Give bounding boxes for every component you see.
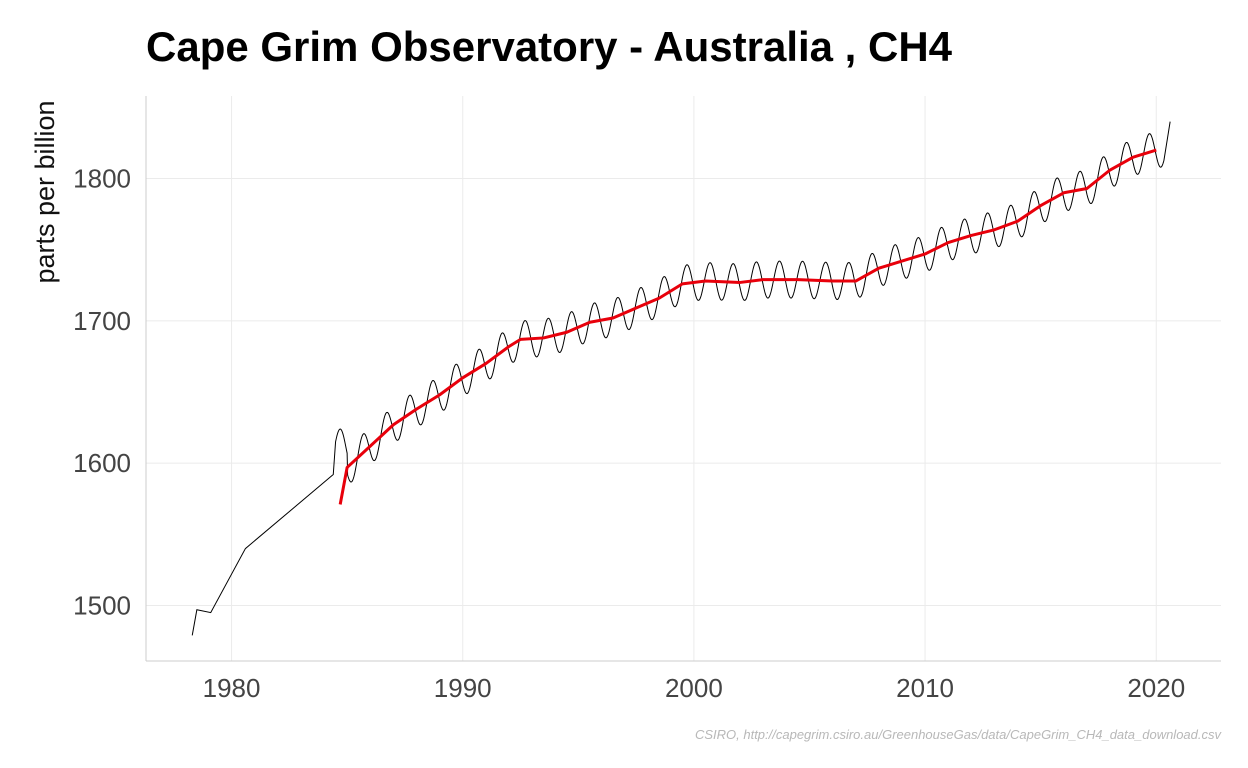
- x-tick-label: 2010: [896, 673, 954, 703]
- y-tick-label: 1800: [73, 164, 131, 194]
- y-tick-label: 1600: [73, 448, 131, 478]
- source-caption: CSIRO, http://capegrim.csiro.au/Greenhou…: [695, 727, 1223, 742]
- axes: [145, 96, 1221, 662]
- tick-labels: 1980 1990 2000 2010 2020 1500 1600 1700 1800: [73, 164, 1185, 703]
- x-tick-label: 2020: [1127, 673, 1185, 703]
- x-tick-label: 1990: [434, 673, 492, 703]
- series-trend-line: [338, 148, 1157, 505]
- y-tick-label: 1500: [73, 590, 131, 620]
- y-tick-label: 1700: [73, 306, 131, 336]
- x-tick-label: 2000: [665, 673, 723, 703]
- series-monthly-line: [191, 121, 1171, 636]
- grid-lines: [146, 96, 1221, 661]
- x-tick-label: 1980: [203, 673, 261, 703]
- series: [191, 121, 1171, 636]
- chart-title: Cape Grim Observatory - Australia , CH4: [146, 23, 953, 70]
- y-axis-label: parts per billion: [30, 100, 60, 283]
